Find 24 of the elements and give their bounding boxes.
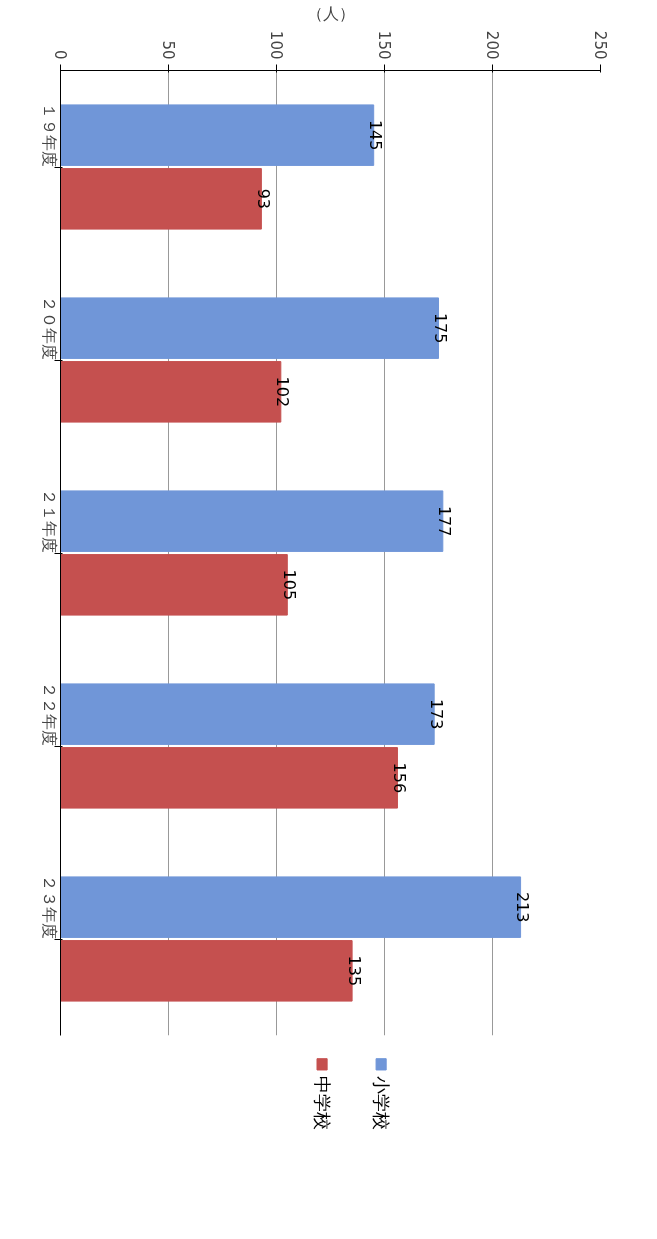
legend-label: 小学校	[370, 1075, 392, 1130]
data-label: 173	[426, 698, 446, 730]
x-tick-label: 250	[590, 30, 609, 60]
y-tick-label: ２１年度	[40, 489, 59, 553]
y-tick-label: ２３年度	[40, 875, 59, 939]
data-label: 175	[431, 312, 451, 344]
data-label: 213	[513, 891, 533, 923]
x-tick-label: 100	[266, 30, 285, 60]
x-axis-title: （人）	[306, 3, 355, 23]
data-label: 156	[390, 762, 410, 794]
x-tick-label: 50	[158, 40, 177, 60]
data-label: 102	[273, 376, 293, 408]
data-label: 145	[366, 119, 386, 151]
data-label: 105	[279, 569, 299, 601]
data-label: 93	[254, 188, 274, 210]
data-label: 135	[344, 955, 364, 987]
y-tick-label: １９年度	[40, 103, 59, 167]
data-label: 177	[435, 505, 455, 537]
x-tick-label: 0	[50, 49, 69, 60]
x-tick-label: 150	[374, 30, 393, 60]
x-tick-label: 200	[482, 30, 501, 60]
y-tick-label: ２０年度	[40, 296, 59, 360]
y-tick-label: ２２年度	[40, 682, 59, 746]
legend-label: 中学校	[311, 1075, 333, 1130]
